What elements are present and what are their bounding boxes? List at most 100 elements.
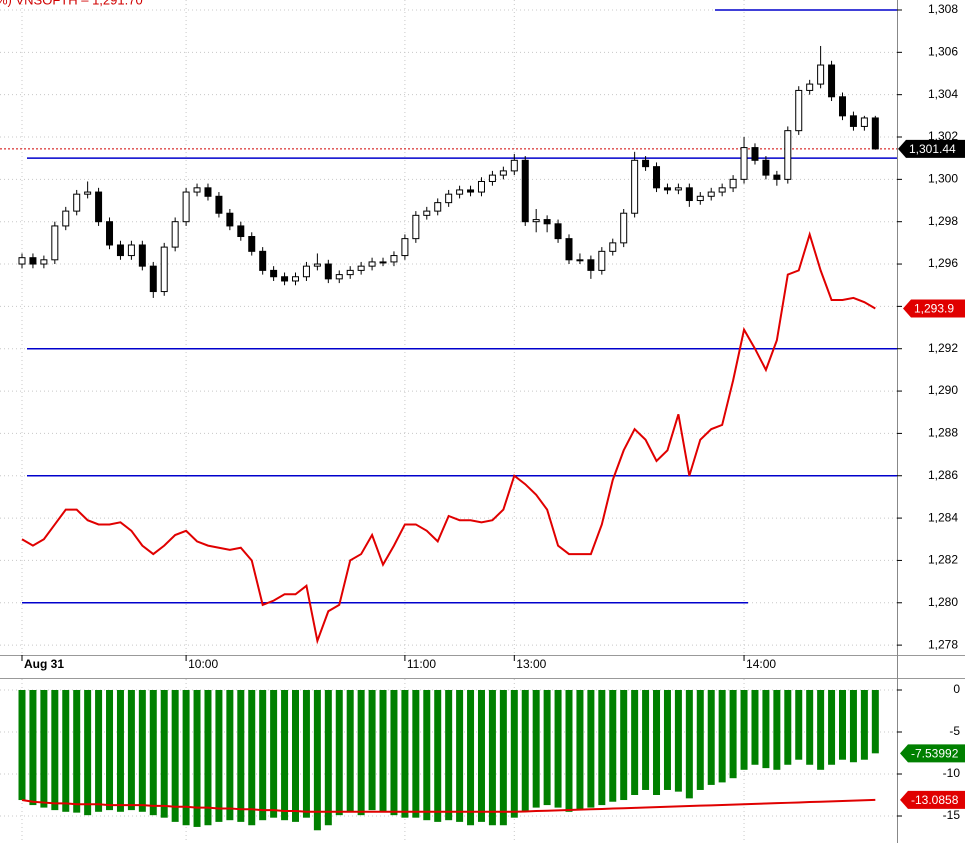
- histogram-bar: [401, 690, 409, 818]
- candle-body: [773, 174, 781, 180]
- histogram-bar: [477, 690, 485, 822]
- candle-body: [499, 170, 507, 176]
- y-tick-label: 1,292: [928, 341, 958, 355]
- candle-body: [488, 174, 496, 182]
- histogram-bar: [313, 690, 321, 831]
- histogram-bar: [29, 690, 37, 806]
- candle-body: [587, 259, 595, 271]
- histogram-bar: [576, 690, 584, 811]
- candle-body: [73, 193, 81, 212]
- candle-body: [171, 221, 179, 248]
- histogram-bar: [696, 690, 704, 790]
- histogram-bar: [324, 690, 332, 826]
- histogram-bar: [784, 690, 792, 765]
- candle-body: [685, 187, 693, 202]
- histogram-bar: [51, 690, 59, 811]
- candle-body: [434, 202, 442, 212]
- candle-body: [51, 225, 59, 261]
- candle-body: [193, 187, 201, 193]
- y-tick-label: 1,306: [928, 44, 958, 58]
- histogram-bar: [346, 690, 354, 812]
- candle-body: [346, 269, 354, 276]
- candle-body: [467, 189, 475, 193]
- candle-body: [631, 159, 639, 214]
- histogram-bar: [828, 690, 836, 765]
- histogram-bar: [18, 690, 26, 801]
- candle-body: [127, 244, 135, 257]
- histogram-bar: [456, 690, 464, 822]
- y-tick-label: 1,282: [928, 553, 958, 567]
- histogram-bar: [718, 690, 726, 783]
- histogram-bar: [631, 690, 639, 795]
- candle-body: [281, 276, 289, 282]
- histogram-bar: [357, 690, 365, 816]
- candle-body: [204, 187, 212, 197]
- histogram-bar: [106, 690, 114, 811]
- candle-body: [292, 276, 299, 282]
- histogram-bar: [379, 690, 387, 812]
- candle-body: [302, 265, 310, 278]
- histogram-bar: [445, 690, 453, 821]
- histogram-bar: [806, 690, 814, 765]
- histogram-bar: [674, 690, 682, 792]
- histogram-bar: [434, 690, 442, 822]
- candle-body: [554, 223, 562, 240]
- candle-body: [116, 244, 124, 257]
- histogram-bar: [707, 690, 715, 785]
- histogram-bar: [149, 690, 157, 816]
- y-tick-label: -10: [943, 766, 961, 780]
- histogram-bar: [773, 690, 781, 770]
- y-tick-label: 1,280: [928, 595, 958, 609]
- histogram-bar: [532, 690, 540, 808]
- candle-body: [795, 89, 803, 132]
- candle-body: [456, 189, 464, 195]
- y-tick-label: 1,300: [928, 172, 958, 186]
- candle-body: [598, 250, 606, 271]
- candle-body: [696, 195, 704, 202]
- candle-body: [784, 130, 792, 180]
- candle-body: [565, 238, 573, 261]
- histogram-bar: [259, 690, 267, 821]
- candle-body: [182, 191, 190, 223]
- candle-body: [839, 96, 846, 117]
- histogram-bar: [510, 690, 518, 818]
- candle-body: [653, 166, 661, 189]
- candle-body: [642, 159, 650, 168]
- candle-body: [663, 187, 671, 191]
- histogram-bar: [335, 690, 343, 816]
- x-tick-label: Aug 31: [24, 657, 64, 671]
- line-series: [21, 230, 876, 645]
- candle-body: [335, 274, 343, 280]
- candle-body: [806, 83, 814, 91]
- candle-body: [510, 159, 518, 172]
- histogram-bar: [40, 690, 48, 808]
- candle-body: [84, 191, 92, 195]
- candle-body: [477, 180, 485, 193]
- candle-body: [871, 117, 879, 150]
- histogram-bar: [193, 690, 201, 827]
- candle-body: [445, 193, 453, 204]
- y-tick-label: -5: [949, 724, 960, 738]
- y-tick-label: 1,302: [928, 129, 958, 143]
- candle-body: [620, 212, 628, 244]
- chart-title: %) VNSOFTH – 1,291.70: [0, 0, 143, 7]
- histogram-bar: [685, 690, 693, 799]
- candle-body: [160, 246, 168, 293]
- candle-body: [138, 244, 146, 267]
- histogram-bar: [467, 690, 475, 826]
- histogram-bar: [248, 690, 256, 826]
- indicator-line: [21, 798, 876, 813]
- candle-body: [576, 259, 584, 262]
- histogram-bar: [620, 690, 628, 801]
- candle-body: [248, 236, 256, 252]
- price-tag: [898, 139, 965, 158]
- candle-body: [718, 187, 726, 193]
- candle-body: [532, 219, 540, 223]
- histogram-bar: [565, 690, 573, 812]
- y-tick-label: 1,304: [928, 87, 958, 101]
- histogram-bar: [653, 690, 661, 795]
- price-tag-label: -13.0858: [911, 793, 959, 807]
- candle-body: [390, 255, 398, 263]
- candle-body: [740, 147, 748, 180]
